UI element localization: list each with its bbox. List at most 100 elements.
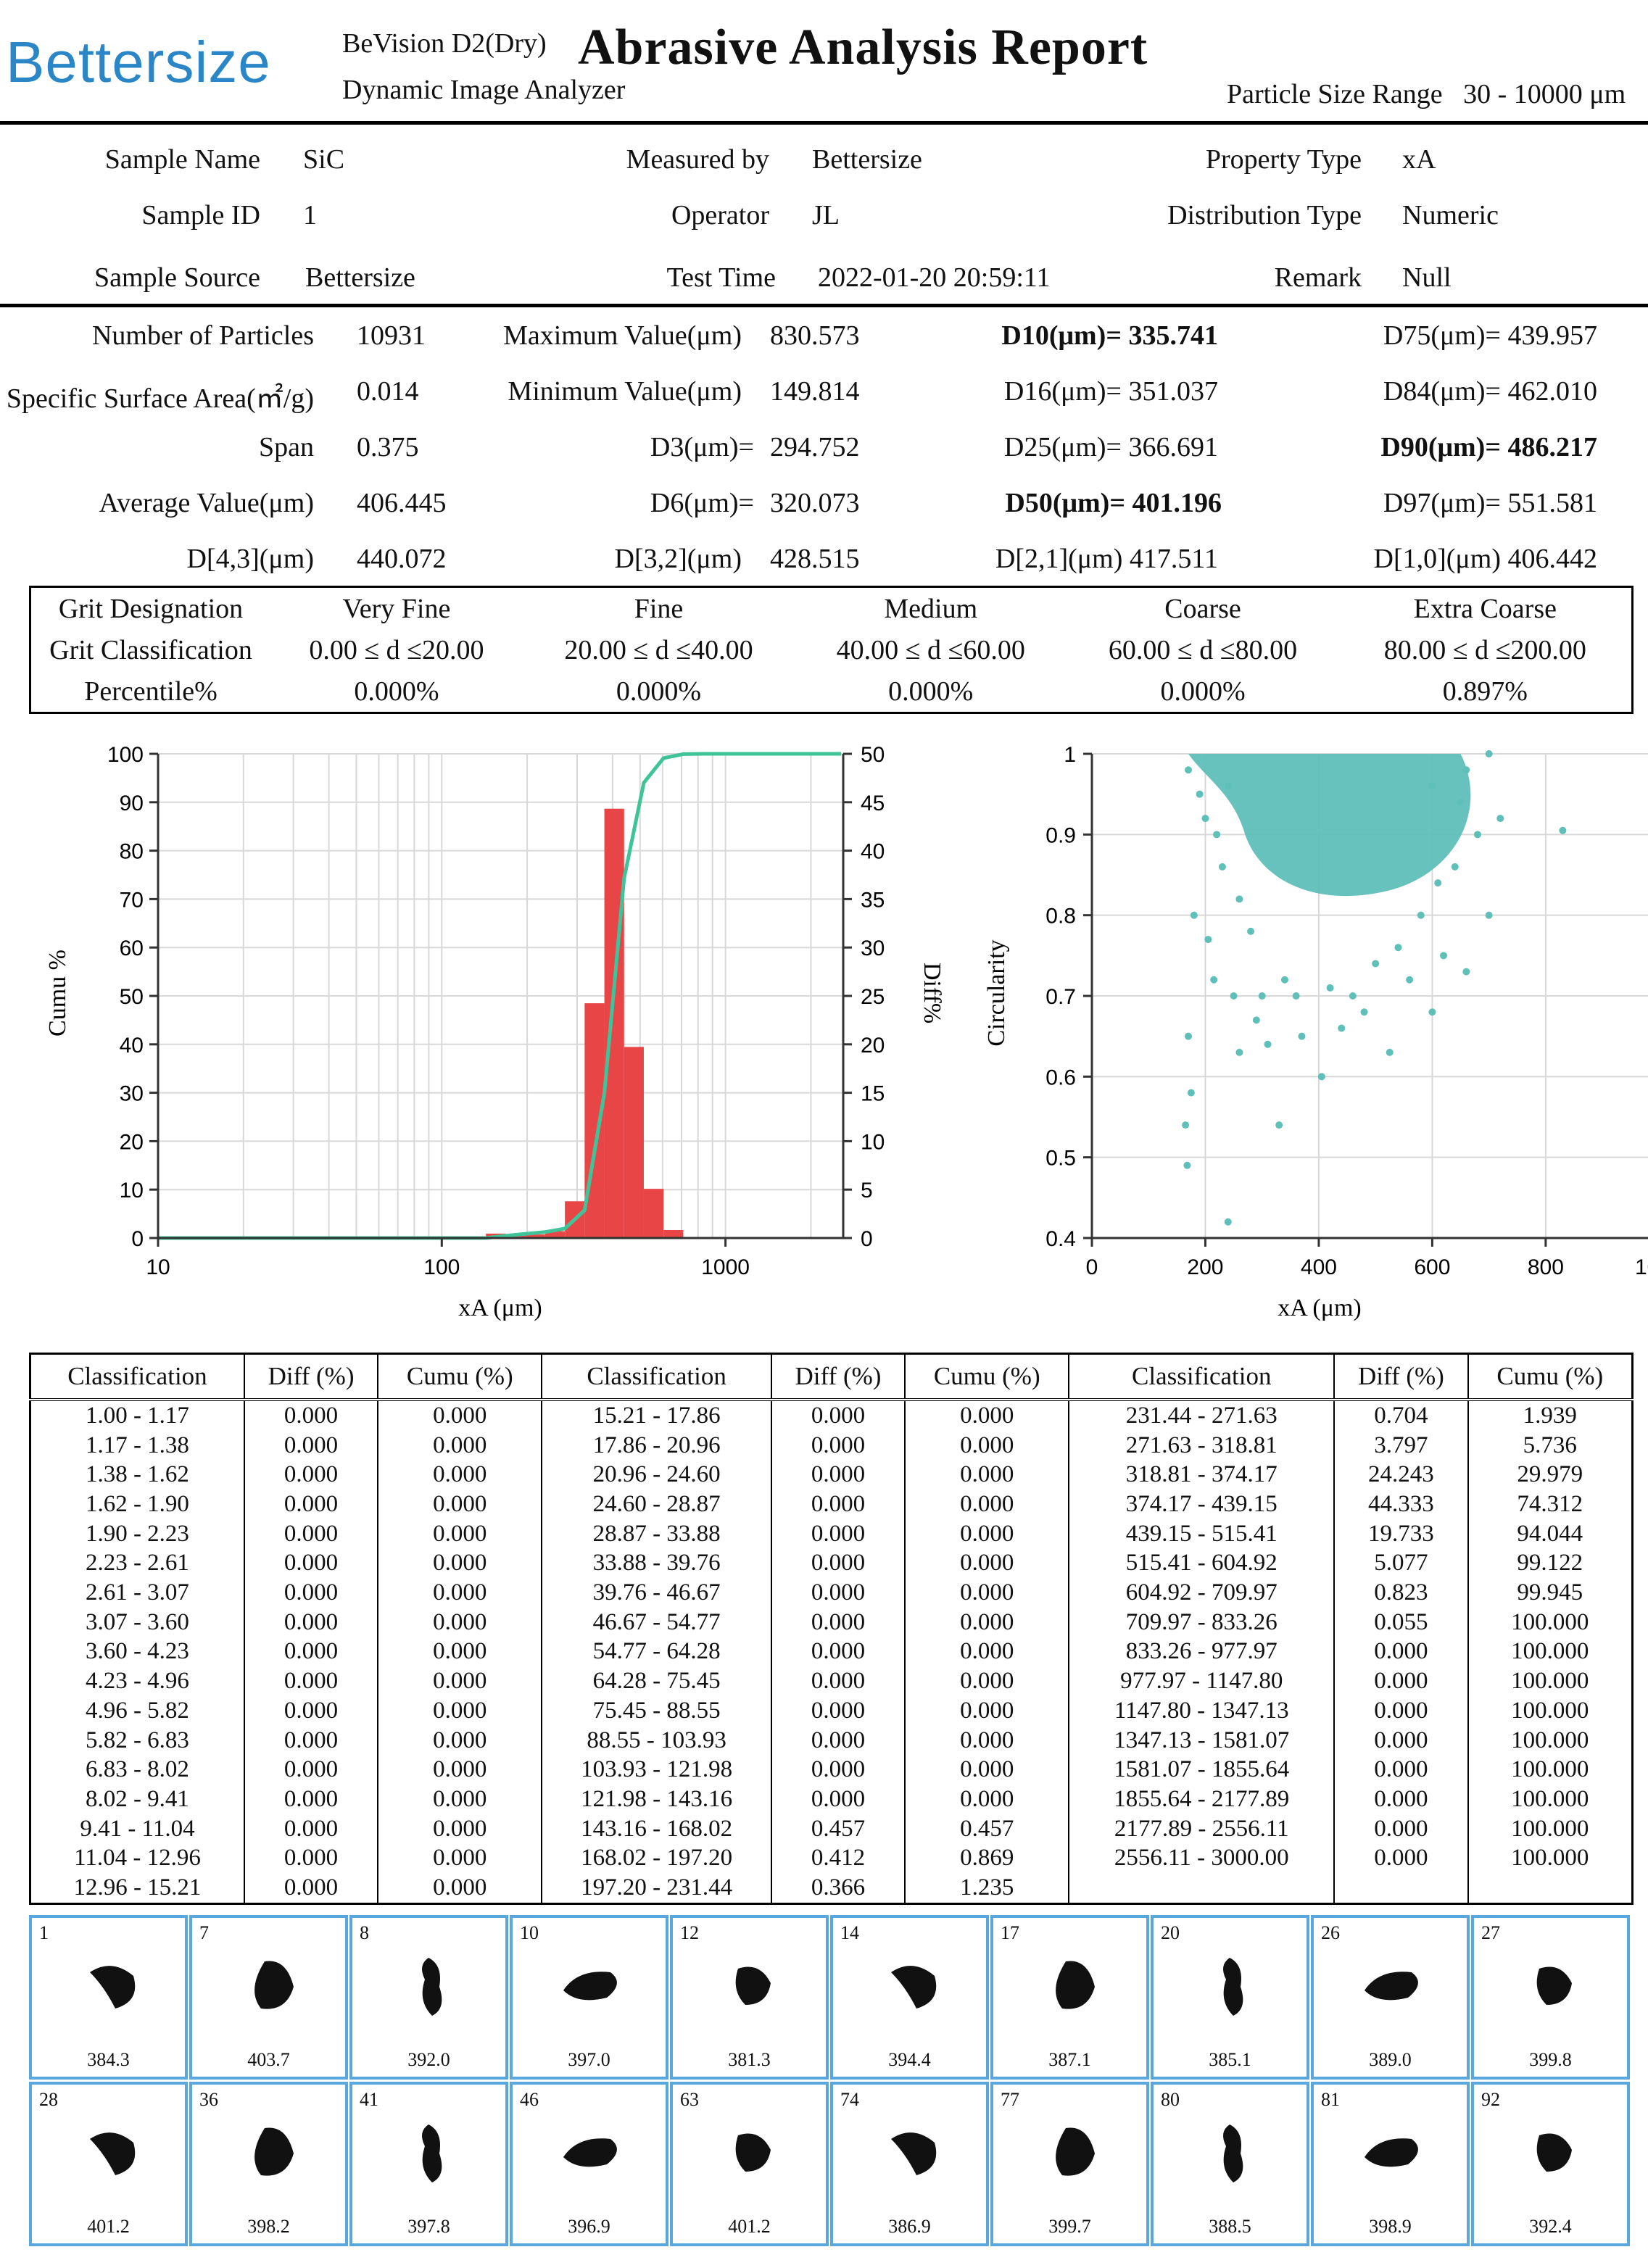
scatter-point (1252, 1016, 1260, 1024)
particle-thumbnail[interactable]: 8 392.0 (349, 1915, 508, 2080)
particle-thumbnail[interactable]: 20 385.1 (1151, 1915, 1309, 2080)
table-cell: 0.000 (1334, 1785, 1469, 1814)
table-cell: 15.21 - 17.86 (542, 1400, 772, 1431)
y2-tick-label: 25 (861, 985, 885, 1009)
table-cell: 5.82 - 6.83 (30, 1725, 245, 1756)
ssa-label: Specific Surface Area(㎡/g) (6, 383, 314, 414)
scatter-point (1258, 992, 1266, 1000)
range-label: Particle Size Range (1227, 79, 1443, 109)
table-cell: 75.45 - 88.55 (542, 1696, 772, 1726)
particle-image (254, 2127, 294, 2176)
table-cell: 1581.07 - 1855.64 (1069, 1755, 1336, 1785)
diff-bar (624, 1047, 644, 1238)
column-header: Classification (30, 1353, 245, 1401)
table-cell: 0.457 (771, 1814, 906, 1844)
grit-percentile-label: Percentile% (84, 676, 218, 707)
grit-range: 0.00 ≤ d ≤20.00 (309, 634, 484, 665)
scatter-point (1235, 1048, 1243, 1056)
grit-designation-label: Grit Designation (58, 593, 244, 624)
scatter-point (1462, 766, 1470, 774)
particle-thumbnail[interactable]: 36 398.2 (189, 2082, 348, 2246)
scatter-point (1417, 911, 1425, 919)
particle-thumbnail[interactable]: 92 392.4 (1471, 2082, 1630, 2246)
table-cell: 0.000 (905, 1578, 1070, 1608)
y-axis-label: Circularity (983, 939, 1010, 1046)
table-cell: 0.000 (1334, 1696, 1469, 1726)
table-cell: 0.000 (244, 1696, 379, 1726)
table-cell: 0.000 (905, 1460, 1070, 1490)
particle-thumbnail[interactable]: 14 394.4 (830, 1915, 989, 2080)
scatter-point (1496, 815, 1504, 823)
scatter-point (1485, 911, 1493, 919)
table-cell: 5.077 (1334, 1548, 1469, 1579)
scatter-point (1230, 992, 1238, 1000)
diff-bar (544, 1231, 566, 1238)
table-cell: 1147.80 - 1347.13 (1069, 1696, 1336, 1726)
table-cell: 0.000 (771, 1400, 906, 1431)
table-cell: 33.88 - 39.76 (542, 1548, 772, 1579)
scatter-point (1213, 831, 1221, 839)
y-tick-label: 0.8 (1045, 905, 1076, 929)
property-type-label: Property Type (1205, 144, 1362, 175)
average-label: Average Value(μm) (99, 488, 314, 518)
particle-thumbnail[interactable]: 63 401.2 (670, 2082, 829, 2246)
particle-image (1365, 1972, 1418, 2001)
particle-size: 394.4 (888, 2049, 931, 2070)
particle-thumbnail[interactable]: 1 384.3 (29, 1915, 188, 2080)
scatter-point (1457, 798, 1465, 806)
table-cell: 0.000 (771, 1607, 906, 1637)
particle-thumbnail[interactable]: 81 398.9 (1311, 2082, 1470, 2246)
table-cell: 0.000 (244, 1725, 379, 1756)
particle-thumbnail[interactable]: 77 399.7 (990, 2082, 1149, 2246)
scatter-point (1204, 936, 1212, 944)
particle-id: 77 (1001, 2089, 1019, 2110)
diff-bar (525, 1234, 545, 1238)
particle-thumbnail[interactable]: 17 387.1 (990, 1915, 1149, 2080)
particle-thumbnail[interactable]: 80 388.5 (1151, 2082, 1309, 2246)
table-cell: 3.60 - 4.23 (30, 1637, 245, 1667)
table-cell: 5.736 (1523, 1432, 1577, 1458)
table-cell: 0.000 (1334, 1725, 1469, 1756)
x-axis-label: xA (μm) (458, 1295, 542, 1321)
y2-tick-label: 15 (861, 1082, 885, 1106)
particle-image (1056, 1961, 1095, 2009)
particle-thumbnail[interactable]: 41 397.8 (349, 2082, 508, 2246)
table-cell: 19.733 (1334, 1519, 1469, 1549)
particle-thumbnail[interactable]: 10 397.0 (510, 1915, 668, 2080)
operator-label: Operator (671, 200, 769, 230)
table-cell: 2.61 - 3.07 (30, 1578, 245, 1608)
grit-name: Very Fine (342, 593, 451, 624)
operator-value: JL (812, 200, 840, 230)
d75-value: D75(μm)= 439.957 (1383, 320, 1597, 351)
particle-image (1536, 2133, 1572, 2172)
grit-name: Extra Coarse (1413, 593, 1557, 624)
y2-tick-label: 45 (861, 792, 885, 815)
sample-source-value: Bettersize (305, 262, 415, 293)
particle-thumbnail[interactable]: 27 399.8 (1471, 1915, 1630, 2080)
table-cell: 0.000 (244, 1814, 379, 1844)
d32-label: D[3,2](μm) (614, 544, 742, 574)
y-tick-label: 0.9 (1045, 823, 1076, 847)
particle-image (1365, 2138, 1418, 2167)
particle-thumbnail[interactable]: 12 381.3 (670, 1915, 829, 2080)
table-cell: 0.000 (244, 1578, 379, 1608)
table-cell: 0.869 (905, 1843, 1070, 1874)
particle-thumbnail[interactable]: 74 386.9 (830, 2082, 989, 2246)
scatter-point (1372, 960, 1380, 968)
table-cell: 0.000 (378, 1490, 543, 1519)
particle-image (563, 2138, 617, 2167)
particle-thumbnail[interactable]: 46 396.9 (510, 2082, 668, 2246)
particle-thumbnail[interactable]: 28 401.2 (29, 2082, 188, 2246)
axis-tick-labels: 0.4 0.5 0.6 0.7 0.8 0.9 1 0 200 400 600 800 1000 (1045, 743, 1648, 1279)
grit-classification-label: Grit Classification (49, 634, 252, 665)
table-cell: 4.96 - 5.82 (30, 1696, 245, 1726)
particle-thumbnail[interactable]: 7 403.7 (189, 1915, 348, 2080)
particle-thumbnail[interactable]: 26 389.0 (1311, 1915, 1470, 2080)
particle-id: 92 (1481, 2089, 1500, 2110)
particle-size: 385.1 (1209, 2049, 1251, 2070)
particle-id: 7 (199, 1922, 209, 1943)
sample-id-label: Sample ID (141, 200, 260, 230)
y2-tick-label: 10 (861, 1130, 885, 1154)
particle-id: 46 (520, 2089, 539, 2110)
table-row: 1.17 - 1.38 0.000 0.000 17.86 - 20.96 0.000 0… (30, 1430, 1633, 1461)
